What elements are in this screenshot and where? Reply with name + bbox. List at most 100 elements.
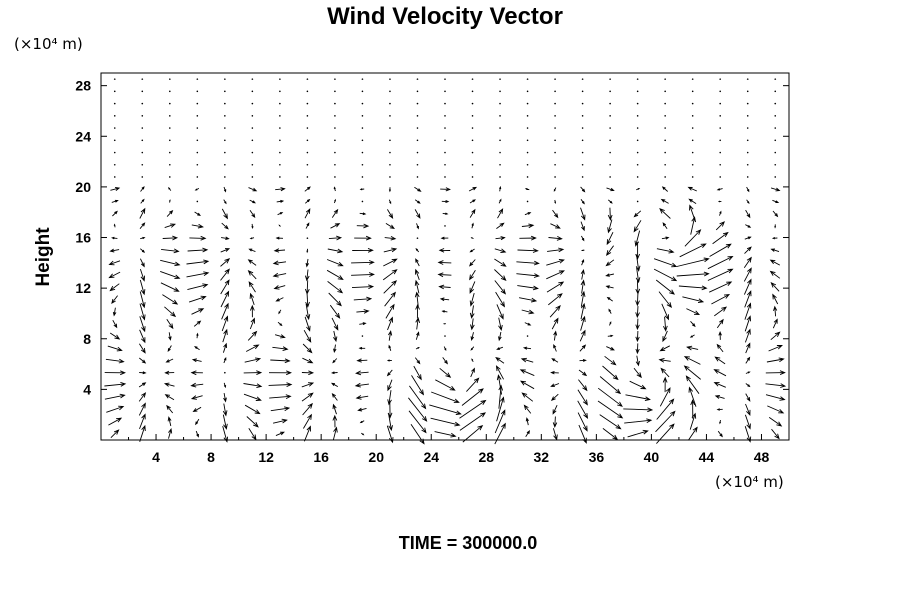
wind-vector [415, 331, 420, 340]
wind-vector [160, 259, 181, 267]
wind-vector [664, 139, 666, 142]
wind-vector [659, 207, 671, 219]
wind-vector [139, 222, 146, 229]
wind-vector [719, 78, 721, 80]
wind-vector [691, 127, 694, 129]
wind-vector [191, 223, 204, 229]
wind-vector [635, 330, 640, 343]
wind-vector [279, 163, 281, 166]
wind-vector [499, 78, 501, 80]
wind-vector [110, 429, 120, 439]
wind-vector [470, 367, 475, 378]
wind-vector [606, 187, 615, 192]
wind-vector [609, 102, 611, 105]
wind-vector [306, 78, 309, 80]
x-tick-label: 40 [644, 449, 660, 465]
wind-vector [387, 316, 393, 331]
wind-vector [547, 247, 565, 253]
wind-vector [471, 222, 474, 229]
wind-vector [187, 247, 209, 253]
wind-vector [498, 331, 502, 342]
wind-vector [441, 199, 450, 204]
wind-vector [719, 210, 722, 216]
x-tick-label: 16 [313, 449, 329, 465]
wind-vector [719, 163, 721, 166]
wind-vector [167, 416, 172, 427]
wind-vector [609, 151, 611, 154]
wind-vector [770, 187, 781, 192]
wind-vector [526, 176, 529, 178]
wind-vector [411, 375, 425, 396]
wind-vector [581, 163, 584, 166]
wind-vector [440, 236, 449, 240]
wind-vector [306, 163, 309, 166]
wind-vector [521, 223, 535, 229]
wind-vector [140, 186, 145, 192]
wind-vector [277, 212, 284, 216]
y-tick-label: 16 [75, 230, 91, 246]
wind-vector [109, 283, 120, 292]
wind-vector [635, 306, 640, 319]
wind-vector [678, 285, 708, 291]
wind-vector [141, 127, 144, 129]
wind-vector [602, 428, 619, 441]
wind-vector [415, 346, 420, 350]
wind-vector [442, 357, 448, 365]
wind-vector [351, 284, 375, 290]
wind-vector [495, 236, 506, 241]
wind-vector [416, 78, 419, 80]
wind-vector [499, 115, 501, 117]
wind-vector [248, 187, 258, 192]
wind-vector [332, 358, 338, 364]
wind-vector [609, 176, 611, 178]
wind-vector [770, 331, 781, 341]
wind-vector [663, 316, 668, 332]
wind-vector [440, 187, 451, 192]
wind-vector [331, 208, 339, 218]
wind-vector [437, 272, 452, 278]
wind-vector [581, 127, 584, 129]
wind-vector [139, 424, 146, 442]
wind-vector [224, 139, 226, 142]
wind-vector [580, 290, 586, 307]
wind-vector [466, 377, 480, 392]
wind-vector [524, 188, 530, 191]
wind-vector [771, 428, 780, 440]
wind-vector [416, 223, 419, 230]
wind-vector [711, 294, 731, 305]
x-tick-label: 24 [423, 449, 439, 465]
wind-vector [272, 260, 287, 266]
wind-vector [774, 78, 777, 80]
wind-vector [249, 317, 255, 330]
wind-vector [161, 248, 180, 254]
x-unit-label: (×10⁴ m) [715, 473, 784, 491]
wind-vector [139, 207, 146, 219]
wind-vector [499, 102, 501, 105]
wind-vector [471, 115, 474, 117]
x-tick-label: 36 [589, 449, 605, 465]
wind-vector [554, 127, 556, 129]
wind-vector [581, 235, 585, 242]
wind-vector [552, 405, 558, 415]
wind-vector [328, 292, 342, 307]
wind-vector [774, 139, 777, 142]
wind-vector [196, 176, 199, 178]
wind-vector [279, 102, 281, 105]
wind-vector [608, 308, 612, 314]
wind-vector [246, 416, 259, 428]
wind-vector [356, 309, 370, 314]
wind-vector [414, 268, 420, 281]
wind-vector [636, 127, 639, 129]
wind-vector [168, 187, 172, 191]
wind-vector [688, 386, 697, 407]
wind-vector [516, 273, 540, 278]
wind-vector [746, 186, 750, 193]
wind-vector [224, 371, 226, 374]
wind-vector [581, 90, 584, 93]
wind-vector [716, 408, 723, 411]
wind-vector [244, 357, 262, 363]
wind-vector [774, 115, 777, 117]
wind-vector [609, 127, 611, 129]
wind-vector [169, 115, 171, 117]
wind-vector [162, 294, 179, 305]
